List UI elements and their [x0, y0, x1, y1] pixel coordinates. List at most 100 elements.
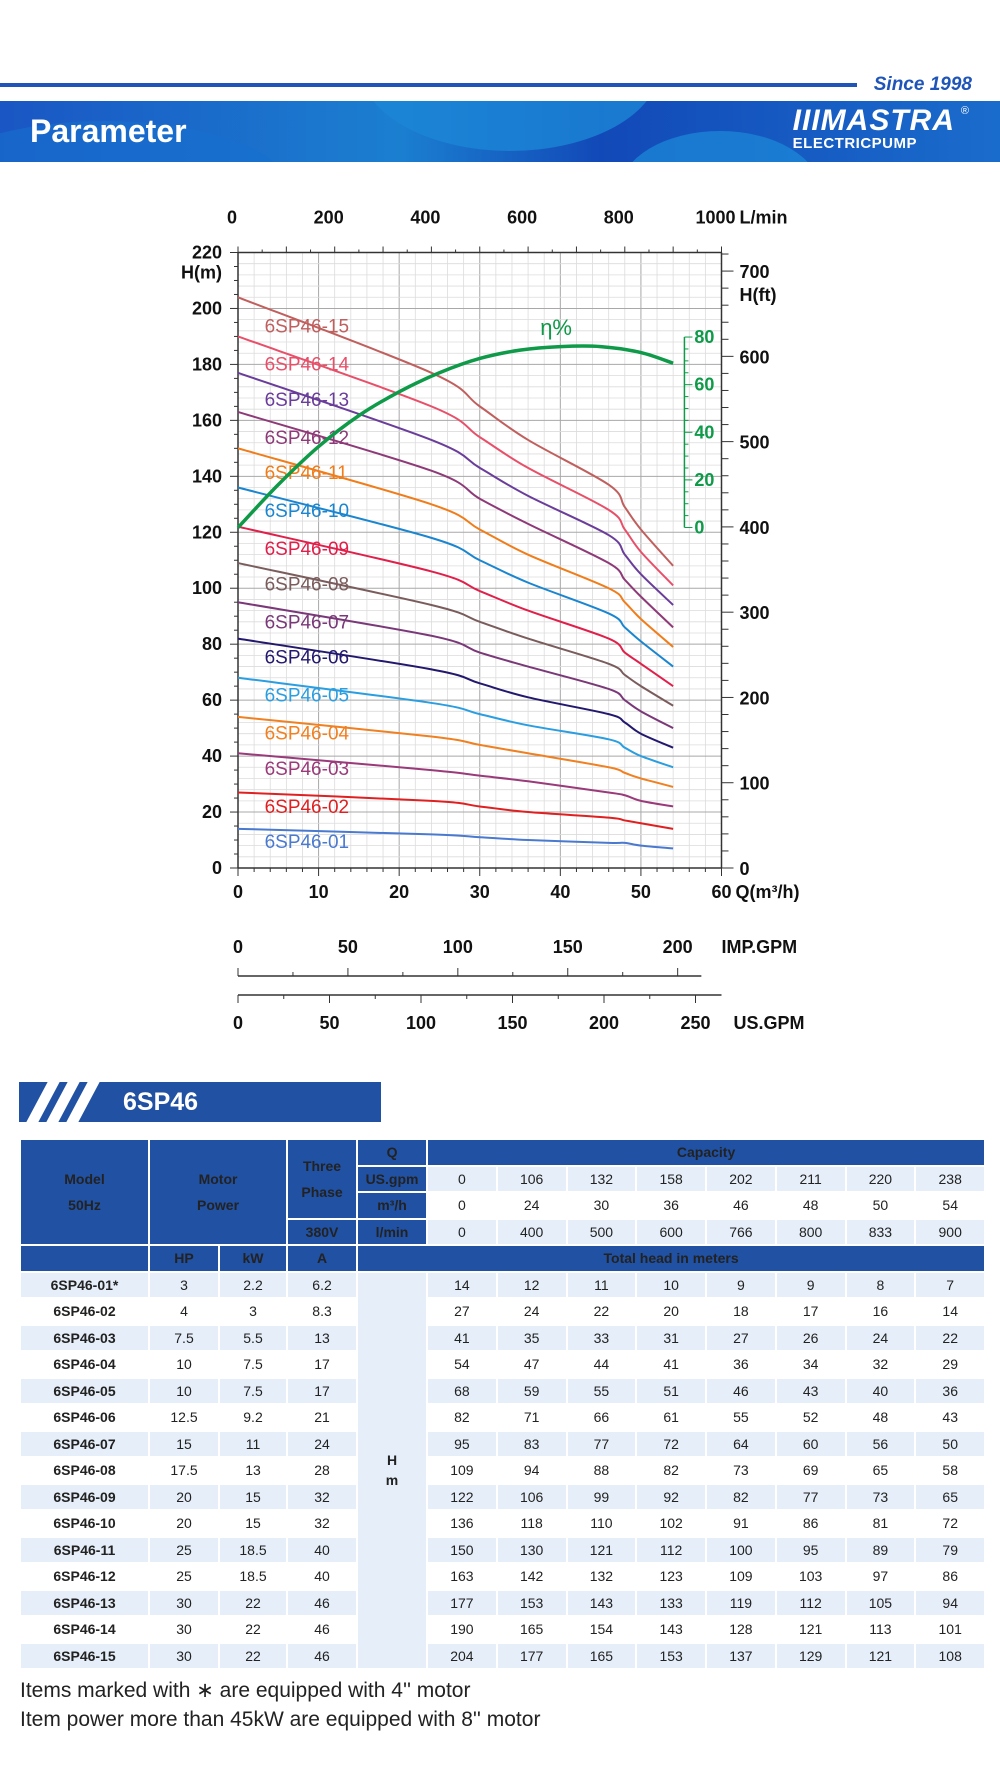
curve-6sp46-01: [237, 827, 674, 850]
us-gpm-tick-label: 200: [589, 1013, 619, 1033]
y-tick-label: 40: [202, 746, 222, 766]
head-value: 165: [495, 1615, 568, 1644]
x-tick-label: 0: [233, 882, 243, 902]
y2-tick-label: 400: [740, 518, 770, 538]
curve-label: 6SP46-15: [265, 317, 350, 338]
head-value: 27: [705, 1323, 777, 1352]
head-value: 44: [565, 1350, 638, 1379]
head-value: 177: [426, 1588, 498, 1617]
series-banner: 6SP46: [19, 1082, 381, 1122]
head-value: 12: [495, 1270, 568, 1299]
top-tick-label: 1000: [695, 208, 735, 228]
header-rule: [0, 83, 857, 87]
head-value: 143: [635, 1615, 708, 1644]
efficiency-tick-label: 40: [694, 422, 714, 442]
head-value: 50: [914, 1429, 987, 1458]
head-value: 16: [844, 1297, 917, 1326]
head-value: 24: [495, 1297, 568, 1326]
efficiency-tick-label: 0: [694, 518, 704, 538]
curve-6sp46-02: [237, 791, 674, 830]
head-value: 73: [705, 1456, 777, 1485]
header-three-phase: Three Phase: [286, 1138, 359, 1220]
header-motor-power: Motor Power: [147, 1138, 289, 1246]
logo-subtitle: ELECTRICPUMP: [792, 135, 918, 152]
table-row: 6SP46-03 7.5 5.5 13 41 35 33 31 27 26 24 22: [19, 1323, 987, 1352]
us-gpm-tick-label: 50: [319, 1013, 339, 1033]
curve-6sp46-15: [237, 296, 674, 567]
us-gpm-tick-label: 0: [233, 1013, 243, 1033]
curve-label: 6SP46-10: [265, 501, 350, 522]
capacity-value: 0: [426, 1164, 498, 1193]
top-axis-title: L/min: [740, 208, 788, 228]
head-value: 97: [844, 1562, 917, 1591]
capacity-value: 54: [914, 1191, 987, 1220]
y2-tick-label: 500: [740, 433, 770, 453]
head-value: 163: [426, 1562, 498, 1591]
head-value: 153: [635, 1641, 708, 1670]
head-value: 41: [635, 1350, 708, 1379]
y-tick-label: 200: [192, 298, 222, 318]
head-value: 27: [426, 1297, 498, 1326]
head-value: 79: [914, 1535, 987, 1564]
head-value: 128: [705, 1615, 777, 1644]
hp-cell: 7.5: [148, 1323, 220, 1352]
head-value: 56: [844, 1429, 917, 1458]
model-cell: 6SP46-05: [19, 1376, 150, 1405]
head-value: 109: [705, 1562, 777, 1591]
capacity-value: 211: [774, 1164, 847, 1193]
x-axis-title: Q(m³/h): [736, 882, 800, 902]
y-tick-label: 120: [192, 522, 222, 542]
y2-tick-label: 300: [740, 603, 770, 623]
head-value: 101: [914, 1615, 987, 1644]
head-value: 66: [565, 1403, 638, 1432]
head-value: 17: [774, 1297, 847, 1326]
kw-cell: 18.5: [217, 1562, 289, 1591]
head-value: 47: [495, 1350, 568, 1379]
header-model: Model 50Hz: [19, 1138, 150, 1246]
x-tick-label: 20: [389, 882, 409, 902]
y-tick-label: 140: [192, 466, 222, 486]
head-value: 82: [635, 1456, 708, 1485]
hp-cell: 4: [148, 1297, 220, 1326]
y2-axis-title: H(ft): [740, 285, 777, 305]
curve-label: 6SP46-08: [265, 574, 350, 595]
us-gpm-tick-label: 150: [497, 1013, 527, 1033]
y-tick-label: 160: [192, 410, 222, 430]
head-value: 24: [844, 1323, 917, 1352]
head-value: 9: [774, 1270, 847, 1299]
table-row: 6SP46-04 10 7.5 17 54 47 44 41 36 34 32 29: [19, 1350, 987, 1379]
head-value: 64: [705, 1429, 777, 1458]
top-tick-label: 800: [604, 208, 634, 228]
head-value: 165: [565, 1641, 638, 1670]
head-value: 43: [914, 1403, 987, 1432]
table-row: 6SP46-08 17.5 13 28 109 94 88 82 73 69 65 58: [19, 1456, 987, 1485]
head-value: 72: [914, 1509, 987, 1538]
head-value: 65: [914, 1482, 987, 1511]
curve-6sp46-06: [237, 637, 674, 749]
head-value: 60: [774, 1429, 847, 1458]
head-value: 133: [635, 1588, 708, 1617]
curve-6sp46-05: [237, 676, 674, 769]
header-line: m: [385, 1472, 399, 1489]
head-value: 41: [426, 1323, 498, 1352]
head-value: 7: [914, 1270, 987, 1299]
x-tick-label: 50: [631, 882, 651, 902]
hp-cell: 30: [148, 1641, 220, 1670]
amps-cell: 40: [286, 1535, 359, 1564]
curve-6sp46-10: [237, 486, 674, 668]
y-axis-title: H(m): [181, 263, 222, 283]
page-title: Parameter: [30, 113, 187, 149]
x-tick-label: 40: [550, 882, 570, 902]
header-q: Q: [356, 1138, 429, 1167]
model-cell: 6SP46-02: [19, 1297, 150, 1326]
curve-6sp46-08: [237, 562, 674, 707]
head-value: 204: [426, 1641, 498, 1670]
head-value: 89: [844, 1535, 917, 1564]
model-cell: 6SP46-08: [19, 1456, 150, 1485]
hp-cell: 25: [148, 1562, 220, 1591]
head-value: 106: [495, 1482, 568, 1511]
y-tick-label: 220: [192, 243, 222, 263]
series-name: 6SP46: [123, 1088, 199, 1116]
spec-table: Model 50Hz Motor Power Three Phase Q Capacity US…: [19, 1138, 987, 1670]
head-value: 55: [565, 1376, 638, 1405]
